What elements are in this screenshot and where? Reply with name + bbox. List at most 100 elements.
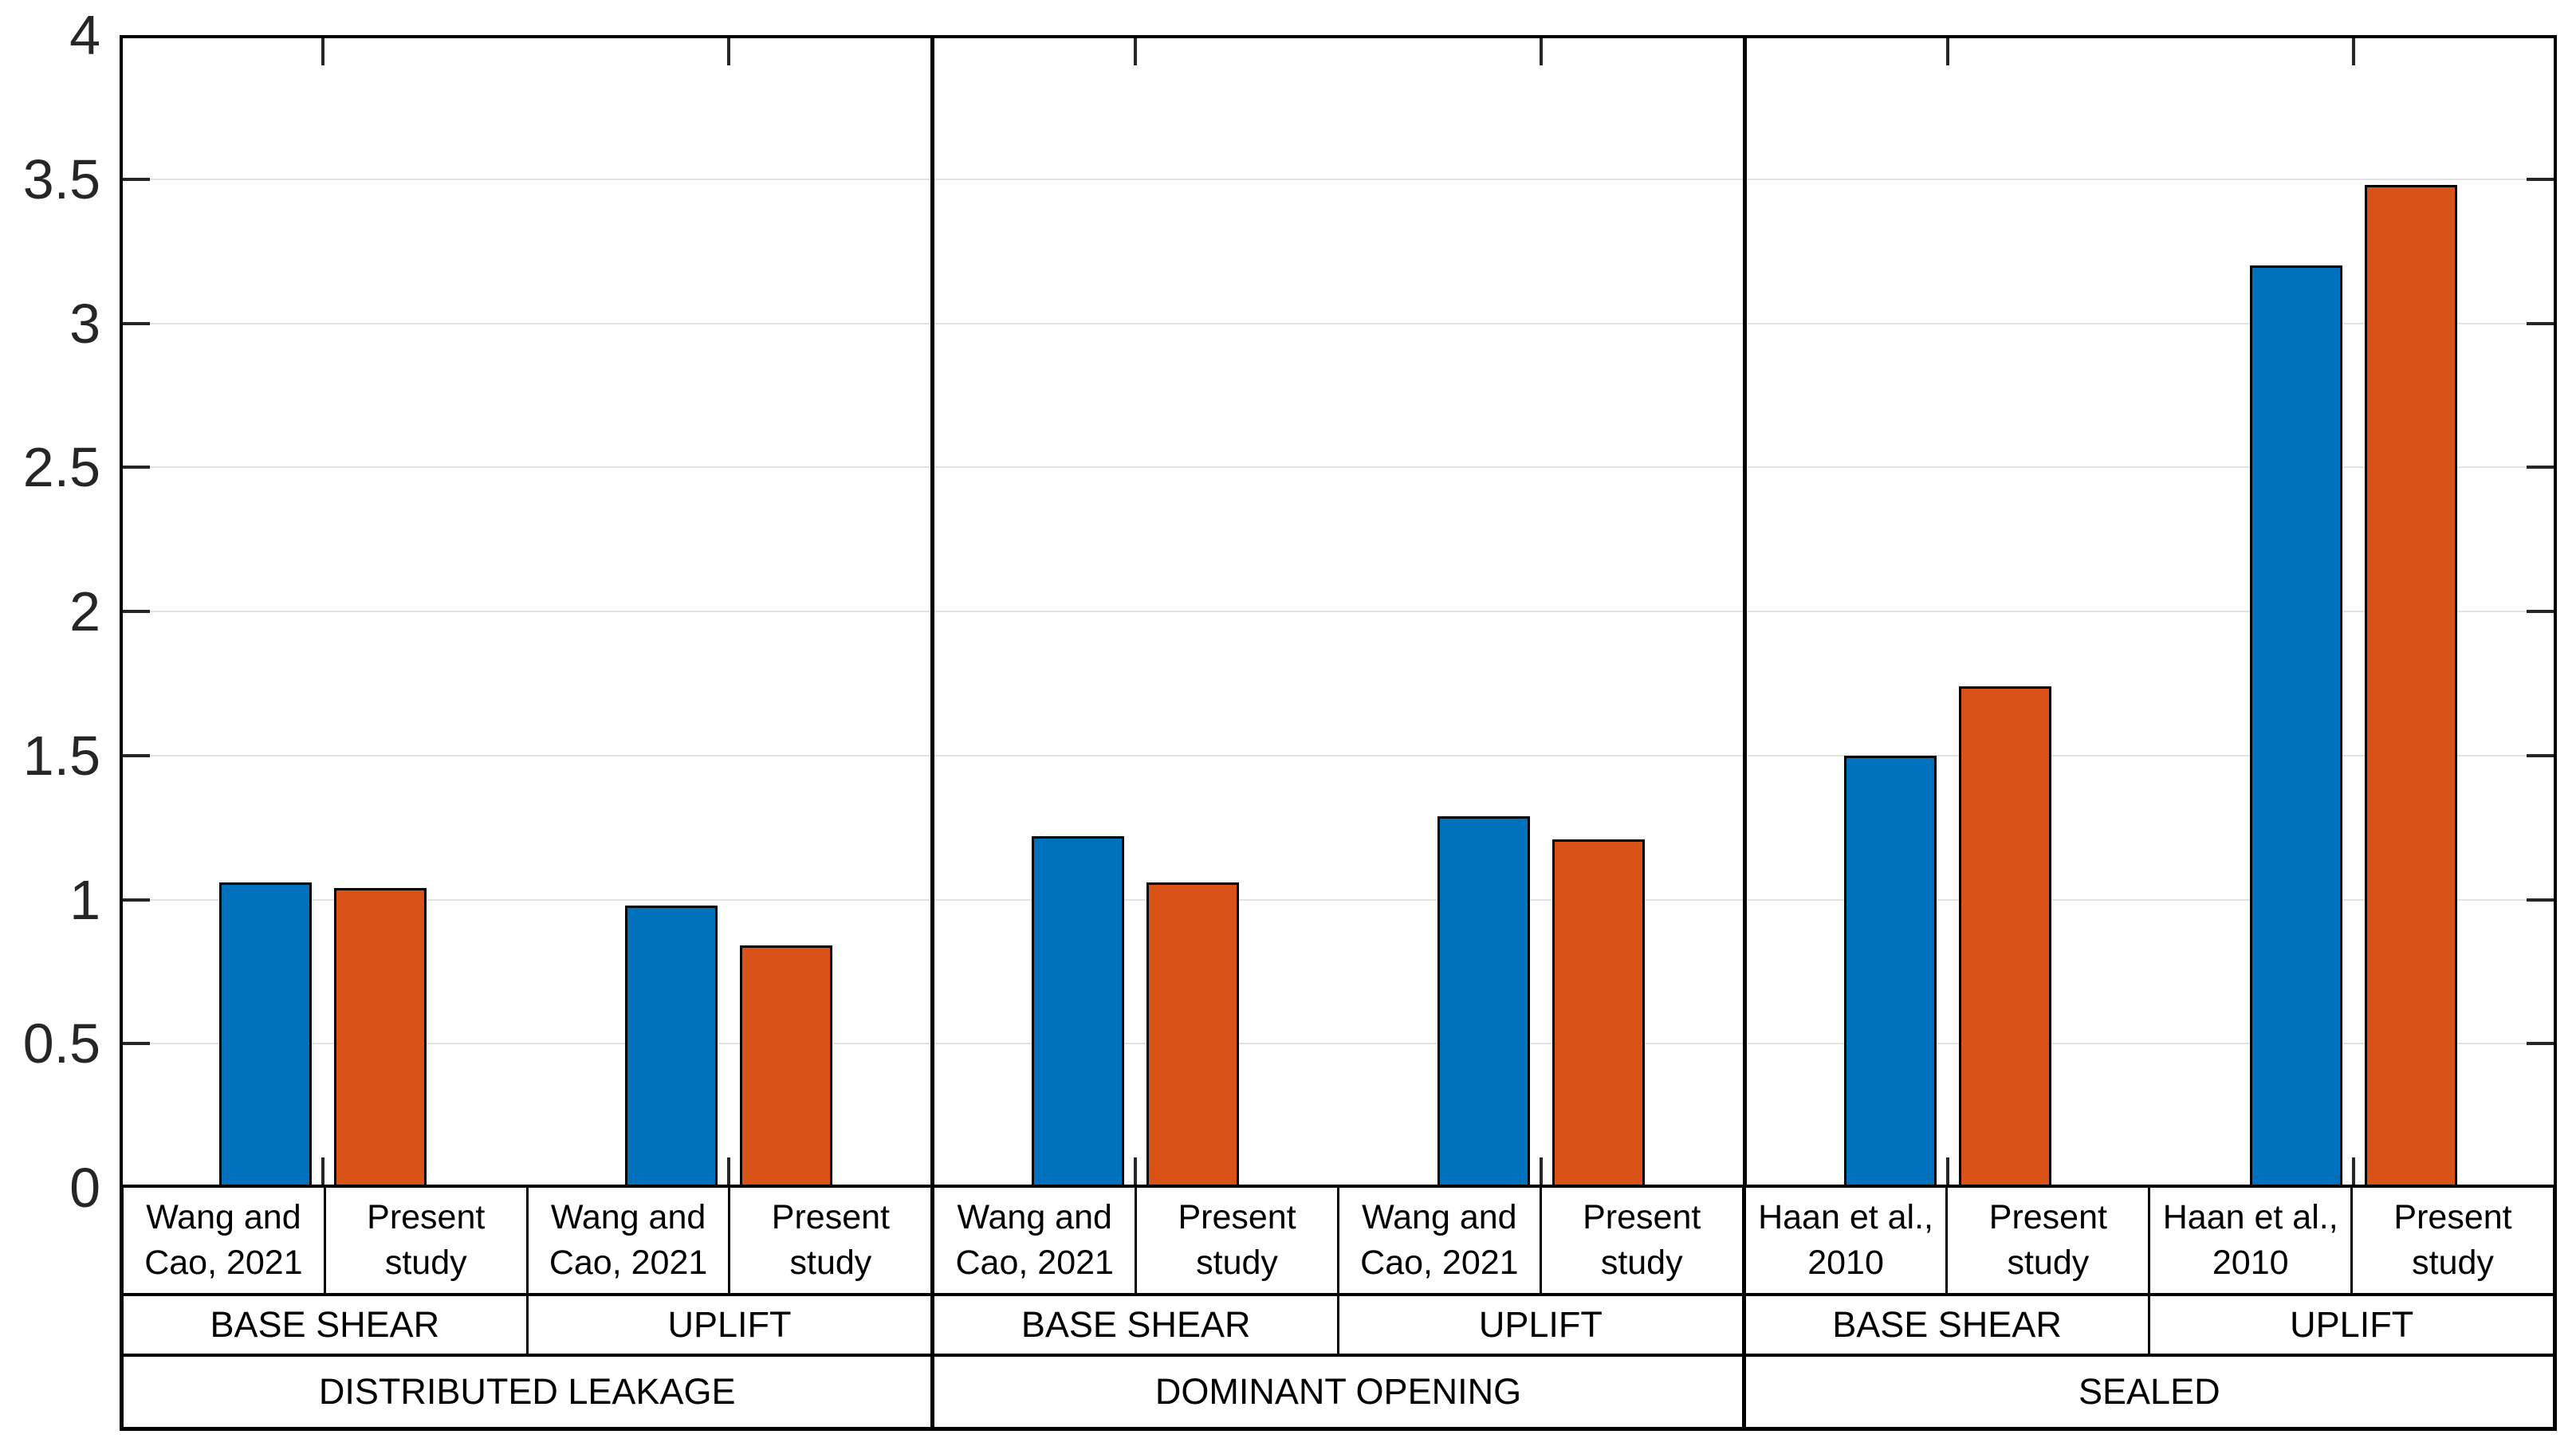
bar-label-line-1: Present	[2393, 1198, 2512, 1236]
x-tick-top-distributed-leakage-uplift	[727, 38, 731, 65]
gridline-y-1	[123, 898, 2554, 901]
y-tick-label-3-5: 3.5	[22, 147, 100, 210]
y-tick-right-1-5	[2527, 753, 2554, 757]
x-tick-bottom-sealed-uplift	[2352, 1157, 2356, 1185]
bar-label-line-2: study	[384, 1244, 467, 1282]
panel-separator-2	[1742, 35, 1747, 1188]
bar-label-cell-sealed-uplift-present-study: Present study	[2353, 1188, 2553, 1293]
bar-sealed-base-shear-haan-et-al-2010	[1843, 755, 1937, 1188]
plot-area	[120, 35, 2557, 1188]
bar-label-line-1: Present	[1988, 1198, 2107, 1236]
subgroup-label-cell-sealed-uplift: UPLIFT	[2150, 1296, 2553, 1354]
bar-distributed-leakage-base-shear-wang-and-cao-2021	[218, 882, 312, 1188]
bar-label-line-2: study	[789, 1244, 872, 1282]
panel-separator-1	[930, 35, 934, 1188]
bar-distributed-leakage-uplift-present-study	[740, 945, 833, 1188]
y-tick-label-3: 3	[69, 292, 100, 355]
x-tick-bottom-dominant-opening-uplift	[1540, 1157, 1544, 1185]
bar-label-line-1: Haan et al.,	[1758, 1198, 1933, 1236]
bar-label-line-1: Wang and	[1362, 1198, 1517, 1236]
group-label-cell-distributed-leakage: DISTRIBUTED LEAKAGE	[124, 1357, 935, 1427]
x-tick-top-distributed-leakage-base-shear	[321, 38, 324, 65]
gridline-y-0-5	[123, 1043, 2554, 1045]
bar-sealed-base-shear-present-study	[1958, 686, 2051, 1188]
y-tick-left-1	[123, 898, 150, 902]
x-tick-bottom-sealed-base-shear	[1945, 1157, 1949, 1185]
y-tick-right-3	[2527, 321, 2554, 325]
bar-label-line-1: Present	[367, 1198, 486, 1236]
bar-label-cell-sealed-uplift-haan-et-al-2010: Haan et al., 2010	[2150, 1188, 2354, 1293]
bar-label-line-2: study	[1196, 1244, 1278, 1282]
y-tick-left-2-5	[123, 466, 150, 470]
y-tick-label-0: 0	[69, 1157, 100, 1219]
group-label: DISTRIBUTED LEAKAGE	[318, 1371, 736, 1412]
subgroup-label-cell-distributed-leakage-uplift: UPLIFT	[529, 1296, 935, 1354]
subgroup-label: BASE SHEAR	[210, 1304, 440, 1345]
gridline-y-2-5	[123, 466, 2554, 469]
group-label-cell-sealed: SEALED	[1746, 1357, 2553, 1427]
x-tick-bottom-distributed-leakage-base-shear	[321, 1157, 324, 1185]
table-row-subgroup-labels: BASE SHEAR UPLIFT BASE SHEAR UPLIFT BASE SHE…	[124, 1296, 2553, 1357]
bar-label-cell-distributed-leakage-base-shear-wang-and-cao-2021: Wang and Cao, 2021	[124, 1188, 326, 1293]
table-row-group-labels: DISTRIBUTED LEAKAGE DOMINANT OPENING SEALE…	[124, 1357, 2553, 1427]
bar-label-line-1: Present	[1583, 1198, 1701, 1236]
bar-label-line-1: Wang and	[146, 1198, 301, 1236]
bar-distributed-leakage-base-shear-present-study	[333, 888, 427, 1188]
subgroup-label: BASE SHEAR	[1832, 1304, 2062, 1345]
subgroup-label-cell-dominant-opening-base-shear: BASE SHEAR	[934, 1296, 1340, 1354]
y-tick-left-0-5	[123, 1042, 150, 1046]
bar-label-line-1: Wang and	[550, 1198, 706, 1236]
subgroup-label-cell-dominant-opening-uplift: UPLIFT	[1339, 1296, 1746, 1354]
bar-label-cell-distributed-leakage-base-shear-present-study: Present study	[326, 1188, 529, 1293]
bar-label-line-1: Present	[1178, 1198, 1296, 1236]
bar-label-line-2: study	[2412, 1244, 2494, 1282]
axis-border-bottom	[120, 1185, 2557, 1188]
x-tick-bottom-dominant-opening-base-shear	[1133, 1157, 1137, 1185]
bar-label-line-2: Cao, 2021	[1360, 1244, 1519, 1282]
bar-label-line-2: study	[1600, 1244, 1683, 1282]
bar-label-line-2: 2010	[1807, 1244, 1884, 1282]
group-label: DOMINANT OPENING	[1154, 1371, 1522, 1412]
x-tick-top-dominant-opening-base-shear	[1133, 38, 1137, 65]
y-tick-right-0-5	[2527, 1042, 2554, 1046]
gridline-y-1-5	[123, 754, 2554, 756]
gridline-y-3	[123, 322, 2554, 324]
bar-label-cell-dominant-opening-uplift-wang-and-cao-2021: Wang and Cao, 2021	[1339, 1188, 1542, 1293]
subgroup-label: UPLIFT	[1478, 1304, 1603, 1345]
y-tick-right-3-5	[2527, 177, 2554, 181]
subgroup-label: UPLIFT	[2290, 1304, 2414, 1345]
x-tick-top-sealed-base-shear	[1945, 38, 1949, 65]
bar-sealed-uplift-present-study	[2365, 184, 2458, 1188]
axis-border-left	[120, 35, 123, 1188]
y-tick-label-1-5: 1.5	[22, 724, 100, 787]
bar-dominant-opening-base-shear-wang-and-cao-2021	[1031, 835, 1124, 1188]
bar-dominant-opening-uplift-wang-and-cao-2021	[1437, 815, 1531, 1188]
bar-dominant-opening-base-shear-present-study	[1146, 882, 1239, 1188]
y-tick-left-3	[123, 321, 150, 325]
category-axis-table: Wang and Cao, 2021 Present study Wang and Cao…	[120, 1188, 2557, 1431]
bar-label-cell-sealed-base-shear-present-study: Present study	[1948, 1188, 2151, 1293]
bar-label-line-1: Haan et al.,	[2162, 1198, 2338, 1236]
bar-label-cell-sealed-base-shear-haan-et-al-2010: Haan et al., 2010	[1746, 1188, 1949, 1293]
y-tick-label-0-5: 0.5	[22, 1012, 100, 1075]
y-tick-right-2	[2527, 610, 2554, 613]
table-row-bar-labels: Wang and Cao, 2021 Present study Wang and Cao…	[124, 1188, 2553, 1296]
bar-sealed-uplift-haan-et-al-2010	[2250, 265, 2343, 1188]
subgroup-label-cell-sealed-base-shear: BASE SHEAR	[1746, 1296, 2151, 1354]
bar-label-cell-distributed-leakage-uplift-present-study: Present study	[730, 1188, 935, 1293]
bar-label-line-2: Cao, 2021	[144, 1244, 303, 1282]
bar-label-cell-dominant-opening-base-shear-wang-and-cao-2021: Wang and Cao, 2021	[934, 1188, 1138, 1293]
bar-label-line-1: Present	[771, 1198, 890, 1236]
bar-label-line-1: Wang and	[957, 1198, 1112, 1236]
y-tick-label-2: 2	[69, 580, 100, 643]
group-label: SEALED	[2078, 1371, 2220, 1412]
bar-label-cell-distributed-leakage-uplift-wang-and-cao-2021: Wang and Cao, 2021	[529, 1188, 731, 1293]
y-tick-right-1	[2527, 898, 2554, 902]
y-tick-right-2-5	[2527, 466, 2554, 470]
subgroup-label-cell-distributed-leakage-base-shear: BASE SHEAR	[124, 1296, 529, 1354]
bar-label-line-2: Cao, 2021	[549, 1244, 708, 1282]
y-tick-left-1-5	[123, 753, 150, 757]
bar-label-line-2: Cao, 2021	[955, 1244, 1114, 1282]
bar-label-cell-dominant-opening-base-shear-present-study: Present study	[1137, 1188, 1339, 1293]
